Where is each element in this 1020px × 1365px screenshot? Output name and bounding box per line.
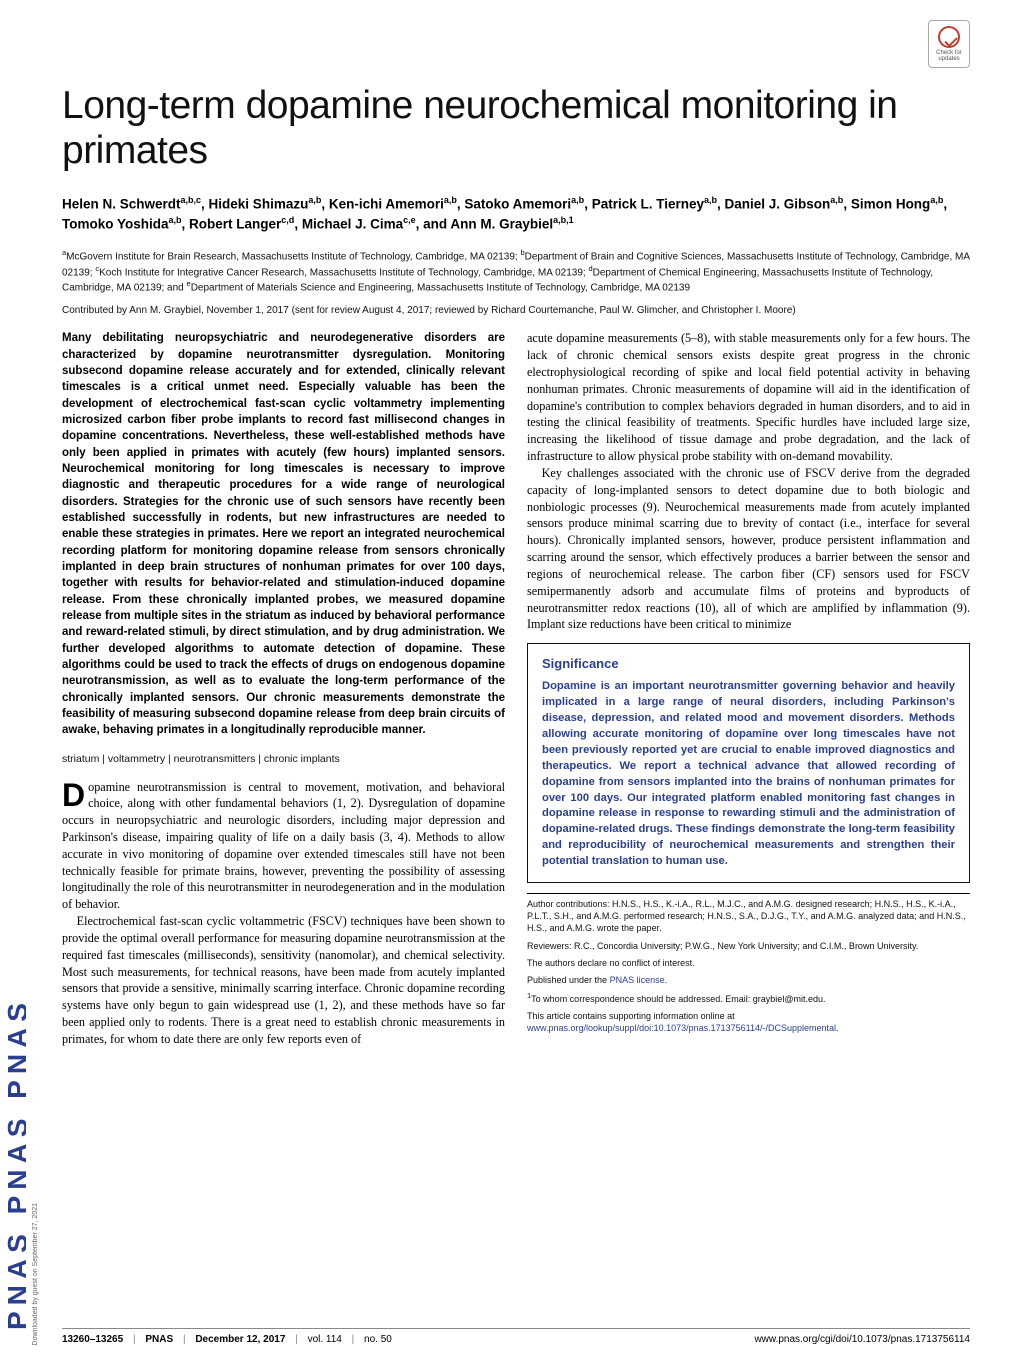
supporting-link[interactable]: www.pnas.org/lookup/suppl/doi:10.1073/pn… <box>527 1023 836 1033</box>
check-icon <box>938 26 960 48</box>
license-post: . <box>665 975 668 985</box>
supporting-post: . <box>836 1023 839 1033</box>
footer-sep: | <box>183 1334 186 1345</box>
keywords: striatum | voltammetry | neurotransmitte… <box>62 753 505 765</box>
supporting-pre: This article contains supporting informa… <box>527 1011 735 1021</box>
footer-journal: PNAS <box>145 1334 173 1345</box>
reviewers: Reviewers: R.C., Concordia University; P… <box>527 940 970 952</box>
significance-body: Dopamine is an important neurotransmitte… <box>542 679 955 870</box>
download-note: Downloaded by guest on September 27, 202… <box>32 1203 39 1345</box>
footnotes: Author contributions: H.N.S., H.S., K.-i… <box>527 893 970 1034</box>
journal-brand-sidebar: PNAS PNAS PNAS <box>2 50 26 1330</box>
footer-sep: | <box>352 1334 355 1345</box>
pnas-license-link[interactable]: PNAS license <box>610 975 665 985</box>
license-line: Published under the PNAS license. <box>527 974 970 986</box>
two-column-body: Many debilitating neuropsychiatric and n… <box>62 330 970 1047</box>
footer-doi[interactable]: www.pnas.org/cgi/doi/10.1073/pnas.171375… <box>754 1334 970 1345</box>
significance-box: Significance Dopamine is an important ne… <box>527 643 970 883</box>
article-title: Long-term dopamine neurochemical monitor… <box>62 84 970 174</box>
contributed-line: Contributed by Ann M. Graybiel, November… <box>62 305 970 316</box>
footer-pages: 13260–13265 <box>62 1334 123 1345</box>
col2-text: acute dopamine measurements (5–8), with … <box>527 330 970 633</box>
author-list: Helen N. Schwerdta,b,c, Hideki Shimazua,… <box>62 194 970 234</box>
correspondence-text: To whom correspondence should be address… <box>531 994 825 1004</box>
footer-vol: vol. 114 <box>308 1334 342 1345</box>
author-contributions: Author contributions: H.N.S., H.S., K.-i… <box>527 898 970 934</box>
check-label-2: updates <box>938 56 959 62</box>
page-footer: 13260–13265 | PNAS | December 12, 2017 |… <box>62 1328 970 1345</box>
intro-para-1: Dopamine neurotransmission is central to… <box>62 779 505 914</box>
intro-text: Dopamine neurotransmission is central to… <box>62 779 505 1048</box>
conflict-statement: The authors declare no conflict of inter… <box>527 957 970 969</box>
abstract: Many debilitating neuropsychiatric and n… <box>62 330 505 738</box>
footer-date: December 12, 2017 <box>195 1334 285 1345</box>
significance-heading: Significance <box>542 656 955 671</box>
footer-sep: | <box>295 1334 298 1345</box>
page-content: Check for updates Long-term dopamine neu… <box>62 20 970 1345</box>
footer-right: www.pnas.org/cgi/doi/10.1073/pnas.171375… <box>754 1334 970 1345</box>
license-pre: Published under the <box>527 975 610 985</box>
footer-left: 13260–13265 | PNAS | December 12, 2017 |… <box>62 1334 392 1345</box>
footnote-rule <box>527 893 970 894</box>
footer-sep: | <box>133 1334 136 1345</box>
supporting-info: This article contains supporting informa… <box>527 1010 970 1034</box>
check-for-updates-badge[interactable]: Check for updates <box>928 20 970 68</box>
intro-para-2: Electrochemical fast-scan cyclic voltamm… <box>62 913 505 1048</box>
col2-para-2: Key challenges associated with the chron… <box>527 465 970 633</box>
correspondence: 1To whom correspondence should be addres… <box>527 991 970 1005</box>
affiliations: aMcGovern Institute for Brain Research, … <box>62 248 970 295</box>
col2-para-1: acute dopamine measurements (5–8), with … <box>527 330 970 465</box>
footer-issue: no. 50 <box>364 1334 392 1345</box>
